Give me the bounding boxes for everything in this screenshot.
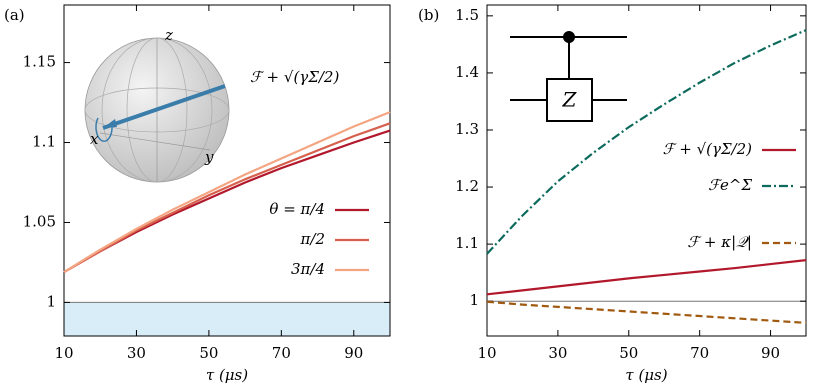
x-tick-label: 70 [690, 344, 709, 362]
legend-label: π/2 [300, 230, 325, 248]
legend-label: 3π/4 [291, 260, 325, 278]
y-tick-label: 1.15 [23, 53, 56, 71]
bloch-sphere [84, 37, 230, 183]
gate-label: Z [562, 88, 578, 112]
x-tick-label: 90 [761, 344, 780, 362]
series-line [63, 111, 391, 273]
x-tick-label: 10 [477, 344, 496, 362]
legend-label: θ = π/4 [269, 200, 325, 218]
y-tick-label: 1 [46, 292, 56, 310]
legend-label: ℱ + √(γΣ/2) [663, 140, 752, 158]
x-tick-label: 70 [272, 344, 291, 362]
x-axis-label: τ (μs) [625, 366, 667, 384]
y-tick-label: 1.4 [455, 63, 479, 81]
series-line [63, 122, 391, 273]
panel-label: (a) [4, 6, 25, 24]
legend-label: ℱ + κ|𝒬| [687, 233, 752, 251]
bloch-axis-label: y [204, 148, 214, 166]
circuit [510, 31, 627, 122]
y-tick-label: 1.5 [455, 6, 479, 24]
x-tick-label: 30 [548, 344, 567, 362]
y-tick-label: 1.2 [455, 177, 479, 195]
x-tick-label: 90 [344, 344, 363, 362]
series-line [486, 29, 807, 255]
y-tick-label: 1.1 [455, 234, 479, 252]
series-line [486, 259, 807, 296]
y-tick-label: 1.05 [23, 212, 56, 230]
x-tick-label: 30 [127, 344, 146, 362]
x-tick-label: 10 [54, 344, 73, 362]
legend-label: ℱe^Σ [708, 176, 752, 194]
y-tick-label: 1.1 [32, 133, 56, 151]
shaded-region [64, 302, 390, 336]
x-axis-label: τ (μs) [206, 366, 248, 384]
x-tick-label: 50 [199, 344, 218, 362]
bloch-axis-label: z [164, 26, 173, 44]
annotation: ℱ + √(γΣ/2) [250, 68, 339, 86]
bloch-axis-label: x [90, 130, 99, 148]
y-tick-label: 1 [469, 291, 479, 309]
series-line [486, 300, 807, 324]
x-tick-label: 50 [619, 344, 638, 362]
panel-label: (b) [418, 6, 439, 24]
y-tick-label: 1.3 [455, 120, 479, 138]
plot-frame [486, 4, 807, 337]
plot-frame [63, 4, 391, 337]
